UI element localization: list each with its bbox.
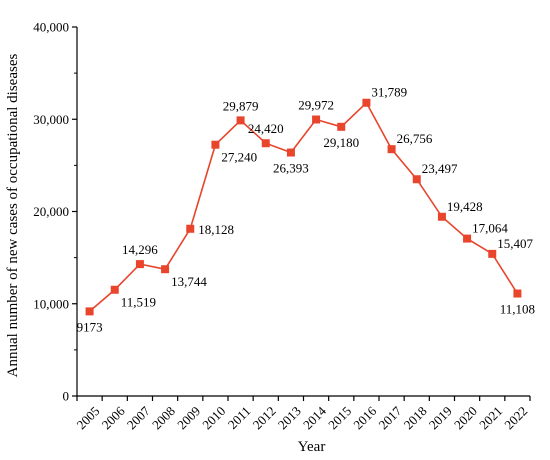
series-polyline — [89, 101, 519, 312]
x-axis-title: Year — [298, 439, 326, 455]
data-point-marker — [513, 289, 522, 298]
x-tick-label: 2006 — [99, 403, 128, 432]
data-point-marker — [488, 249, 497, 258]
data-point-marker — [211, 140, 220, 149]
data-label: 26,756 — [397, 131, 433, 146]
data-label: 31,789 — [371, 85, 407, 100]
axes: 010,00020,00030,00040,000200520062007200… — [33, 20, 531, 432]
x-tick-label: 2007 — [124, 403, 153, 432]
data-label: 29,180 — [323, 135, 359, 150]
x-tick-label: 2017 — [375, 403, 404, 432]
x-tick-label: 2009 — [174, 403, 203, 432]
data-label: 26,393 — [273, 161, 309, 176]
data-label: 11,519 — [121, 295, 156, 310]
x-tick-label: 2021 — [476, 403, 505, 432]
x-tick-label: 2022 — [501, 403, 530, 432]
data-point-marker — [110, 285, 119, 294]
data-point-marker — [161, 265, 170, 274]
x-tick-label: 2018 — [401, 403, 430, 432]
y-tick-label: 0 — [63, 389, 70, 404]
data-point-marker — [387, 145, 396, 154]
data-point-marker — [312, 115, 321, 124]
data-label: 29,972 — [298, 98, 334, 113]
data-label: 15,407 — [497, 236, 533, 251]
data-point-marker — [236, 116, 245, 125]
data-label: 14,296 — [122, 242, 158, 257]
x-tick-label: 2016 — [350, 403, 379, 432]
data-label: 27,240 — [221, 150, 257, 165]
x-tick-label: 2019 — [426, 403, 455, 432]
x-tick-label: 2011 — [225, 403, 254, 432]
data-label: 11,108 — [500, 302, 535, 317]
y-tick-label: 30,000 — [33, 112, 69, 127]
data-label: 13,744 — [171, 274, 207, 289]
data-point-marker — [186, 224, 195, 233]
x-tick-label: 2005 — [73, 403, 102, 432]
series-line — [85, 98, 522, 316]
x-tick-label: 2012 — [250, 403, 279, 432]
x-tick-label: 2015 — [325, 403, 354, 432]
x-tick-label: 2014 — [300, 403, 329, 432]
data-point-marker — [337, 122, 346, 131]
data-point-marker — [261, 139, 270, 148]
y-tick-label: 10,000 — [33, 296, 69, 311]
data-point-marker — [437, 212, 446, 221]
x-tick-label: 2020 — [451, 403, 480, 432]
data-point-marker — [135, 260, 144, 269]
data-point-marker — [463, 234, 472, 243]
data-point-marker — [85, 307, 94, 316]
data-point-marker — [286, 148, 295, 157]
y-tick-label: 40,000 — [33, 20, 69, 35]
x-tick-label: 2010 — [199, 403, 228, 432]
data-point-marker — [412, 175, 421, 184]
y-tick-label: 20,000 — [33, 204, 69, 219]
data-label: 29,879 — [223, 98, 259, 113]
x-tick-label: 2013 — [275, 403, 304, 432]
data-labels: 9173 11,519 14,296 13,744 18,128 27,240 29,879… — [77, 85, 535, 335]
data-label: 9173 — [77, 319, 103, 334]
data-label: 17,064 — [472, 221, 508, 236]
data-label: 19,428 — [447, 199, 483, 214]
data-point-marker — [362, 98, 371, 107]
data-label: 24,420 — [248, 121, 284, 136]
data-label: 23,497 — [422, 161, 458, 176]
data-label: 18,128 — [198, 222, 234, 237]
x-tick-label: 2008 — [149, 403, 178, 432]
y-axis-title: Annual number of new cases of occupation… — [5, 54, 21, 378]
